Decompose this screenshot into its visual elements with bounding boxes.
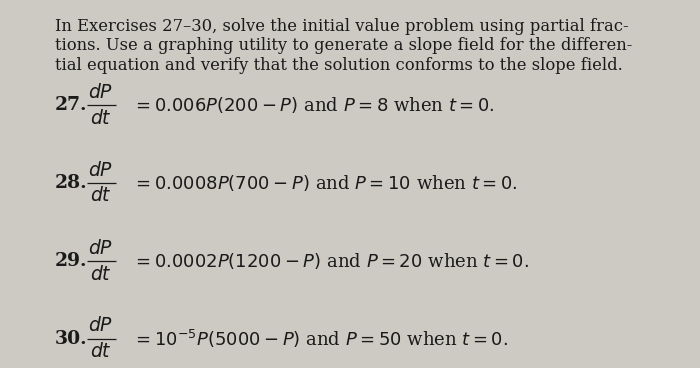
Text: 29.: 29.: [55, 252, 88, 270]
Text: $dt$: $dt$: [90, 109, 112, 127]
Text: $dP$: $dP$: [88, 238, 113, 258]
Text: 28.: 28.: [55, 174, 88, 192]
Text: tial equation and verify that the solution conforms to the slope field.: tial equation and verify that the soluti…: [55, 57, 623, 74]
Text: 30.: 30.: [55, 330, 88, 348]
Text: $= 0.0008P(700 - P)$ and $P = 10$ when $t = 0.$: $= 0.0008P(700 - P)$ and $P = 10$ when $…: [132, 173, 517, 193]
Text: $dt$: $dt$: [90, 187, 112, 205]
Text: tions. Use a graphing utility to generate a slope field for the differen-: tions. Use a graphing utility to generat…: [55, 38, 632, 54]
Text: $dt$: $dt$: [90, 343, 112, 361]
Text: In Exercises 27–30, solve the initial value problem using partial frac-: In Exercises 27–30, solve the initial va…: [55, 18, 629, 35]
Text: $= 0.0002P(1200 - P)$ and $P = 20$ when $t = 0.$: $= 0.0002P(1200 - P)$ and $P = 20$ when …: [132, 251, 529, 271]
Text: $= 0.006P(200 - P)$ and $P = 8$ when $t = 0.$: $= 0.006P(200 - P)$ and $P = 8$ when $t …: [132, 95, 495, 115]
Text: $dP$: $dP$: [88, 316, 113, 336]
Text: $dt$: $dt$: [90, 265, 112, 283]
Text: $dP$: $dP$: [88, 82, 113, 102]
Text: $= 10^{-5}P(5000 - P)$ and $P = 50$ when $t = 0.$: $= 10^{-5}P(5000 - P)$ and $P = 50$ when…: [132, 328, 508, 350]
Text: $dP$: $dP$: [88, 160, 113, 180]
Text: 27.: 27.: [55, 96, 88, 114]
